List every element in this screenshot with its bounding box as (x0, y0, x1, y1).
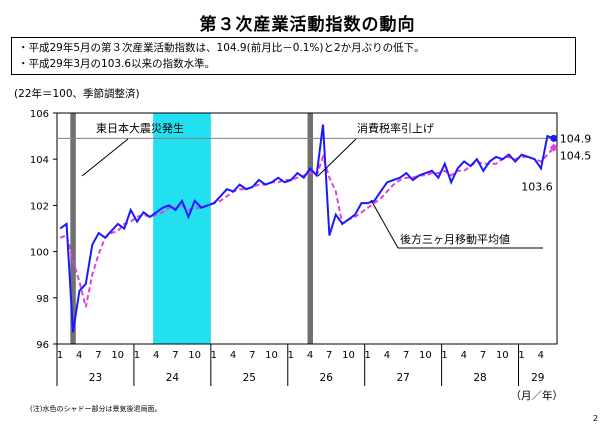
tax-hike-bar (307, 113, 313, 344)
x-month-label: 1 (211, 350, 217, 361)
tax-hike-callout (317, 138, 357, 177)
latest-point-marker (550, 134, 558, 142)
x-month-label: 10 (265, 350, 278, 361)
x-month-label: 4 (538, 350, 544, 361)
latest-ma-marker (549, 143, 558, 152)
y-tick-label: 102 (30, 201, 49, 212)
x-month-label: 10 (342, 350, 355, 361)
earthquake-label: 東日本大震災発生 (96, 121, 184, 135)
x-month-label: 4 (384, 350, 390, 361)
x-month-label: 10 (496, 350, 509, 361)
x-year-label: 28 (473, 372, 486, 384)
x-year-label: 29 (531, 372, 544, 384)
x-month-label: 4 (461, 350, 467, 361)
x-month-label: 7 (172, 350, 178, 361)
x-month-label: 1 (288, 350, 294, 361)
moving-average-label: 後方三ヶ月移動平均値 (400, 232, 510, 246)
recession-shading (153, 113, 211, 344)
y-tick-label: 98 (36, 294, 49, 305)
x-month-label: 1 (518, 350, 524, 361)
x-year-label: 25 (243, 372, 256, 384)
y-tick-label: 106 (30, 109, 49, 120)
x-month-label: 10 (188, 350, 201, 361)
x-year-label: 26 (320, 372, 334, 384)
index-line (59, 124, 555, 333)
x-month-label: 1 (57, 350, 63, 361)
tax-hike-label: 消費税率引上げ (357, 121, 434, 135)
x-month-label: 7 (95, 350, 101, 361)
moving-average-callout (370, 199, 399, 249)
x-month-label: 10 (111, 350, 124, 361)
x-axis-label: （月／年） (511, 389, 564, 402)
summary-bullet: ・平成29年5月の第３次産業活動指数は、104.9(前月比－0.1%)と2か月ぶ… (18, 42, 425, 54)
x-year-label: 23 (89, 372, 102, 384)
x-month-label: 10 (419, 350, 432, 361)
earthquake-callout (81, 138, 129, 177)
trough-value-label: 103.6 (521, 180, 553, 193)
x-month-label: 7 (326, 350, 332, 361)
x-month-label: 4 (307, 350, 313, 361)
page-title: 第３次産業活動指数の動向 (199, 15, 416, 35)
x-month-label: 4 (76, 350, 82, 361)
latest-value-label: 104.9 (560, 132, 592, 145)
x-month-label: 7 (249, 350, 255, 361)
x-month-label: 7 (403, 350, 409, 361)
x-year-label: 24 (166, 372, 180, 384)
earthquake-bar (70, 113, 76, 344)
unit-note: (22年＝100、季節調整済) (14, 88, 140, 100)
summary-box: ・平成29年5月の第３次産業活動指数は、104.9(前月比－0.1%)と2か月ぶ… (11, 37, 576, 75)
x-month-label: 4 (153, 350, 159, 361)
x-month-label: 1 (134, 350, 140, 361)
y-tick-label: 104 (30, 155, 49, 166)
x-year-label: 27 (396, 372, 409, 384)
plot-frame (56, 112, 558, 345)
summary-bullet: ・平成29年3月の103.6以来の指数水準。 (18, 58, 216, 70)
page-number: 2 (593, 414, 599, 423)
x-month-label: 7 (480, 350, 486, 361)
x-month-label: 1 (441, 350, 447, 361)
latest-ma-label: 104.5 (560, 150, 592, 163)
y-tick-label: 96 (36, 340, 49, 351)
x-month-label: 1 (365, 350, 371, 361)
footnote: (注)水色のシャドー部分は景気後退局面。 (30, 405, 162, 413)
y-tick-label: 100 (30, 248, 49, 259)
x-month-label: 4 (230, 350, 236, 361)
